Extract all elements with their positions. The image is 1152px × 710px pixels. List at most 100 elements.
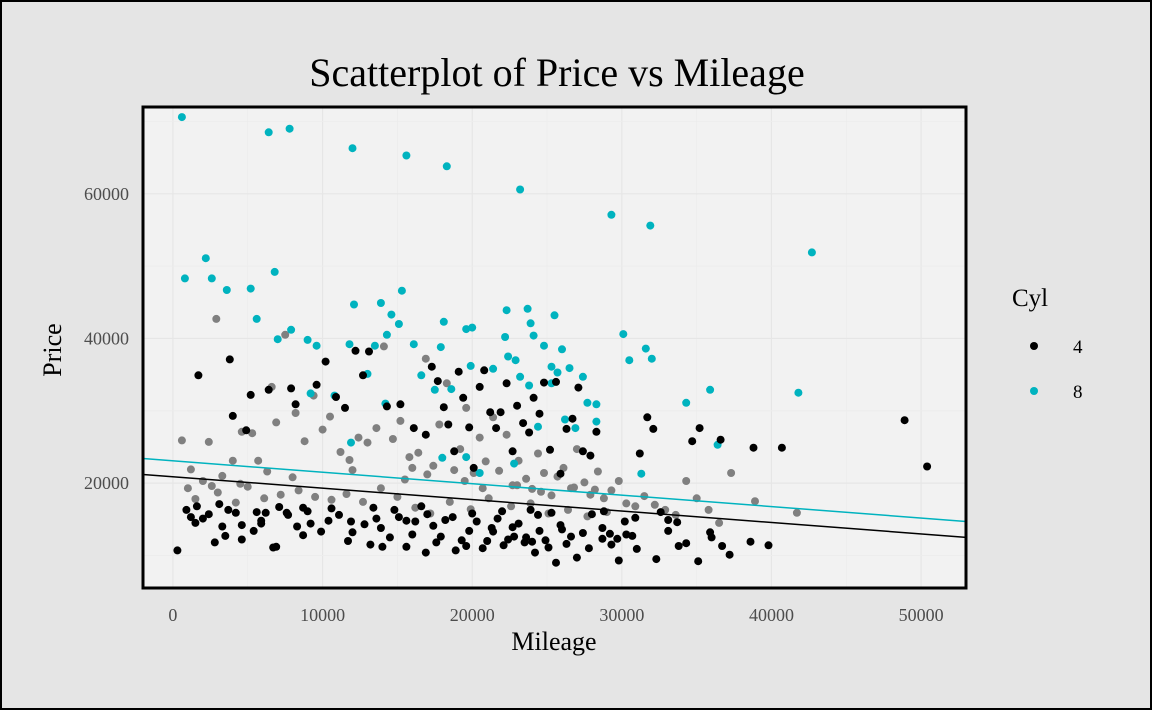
data-point bbox=[498, 507, 507, 516]
legend-label-8: 8 bbox=[1073, 382, 1083, 403]
data-point bbox=[204, 437, 213, 446]
data-point bbox=[513, 481, 522, 490]
data-point bbox=[525, 381, 534, 390]
data-point bbox=[408, 530, 417, 539]
data-point bbox=[409, 340, 418, 349]
data-point bbox=[351, 346, 360, 355]
data-point bbox=[707, 533, 716, 542]
data-point bbox=[376, 524, 385, 532]
data-point bbox=[248, 429, 257, 438]
data-point bbox=[414, 448, 423, 457]
data-point bbox=[198, 514, 207, 523]
y-axis-title: Price bbox=[38, 323, 67, 376]
data-point bbox=[547, 491, 556, 500]
data-point bbox=[572, 553, 581, 562]
data-point bbox=[210, 538, 219, 547]
data-point bbox=[396, 416, 405, 425]
data-point bbox=[593, 467, 602, 476]
data-point bbox=[287, 384, 296, 393]
data-point bbox=[246, 284, 255, 293]
data-point bbox=[547, 362, 556, 371]
data-point bbox=[483, 537, 492, 545]
data-point bbox=[273, 335, 282, 344]
data-point bbox=[347, 517, 355, 526]
data-point bbox=[468, 323, 477, 332]
data-point bbox=[445, 497, 454, 506]
data-point bbox=[201, 254, 210, 263]
data-point bbox=[777, 443, 786, 452]
data-point bbox=[237, 535, 246, 544]
data-point bbox=[359, 497, 367, 506]
data-point bbox=[387, 310, 396, 319]
data-point bbox=[303, 507, 312, 516]
data-point bbox=[673, 518, 682, 527]
data-point bbox=[586, 451, 595, 460]
data-point bbox=[402, 542, 411, 551]
data-point bbox=[382, 330, 391, 339]
data-point bbox=[459, 393, 468, 402]
data-point bbox=[640, 492, 649, 501]
data-point bbox=[394, 513, 403, 522]
data-point bbox=[269, 543, 278, 552]
data-point bbox=[900, 416, 909, 425]
data-point bbox=[421, 430, 430, 439]
data-point bbox=[592, 400, 601, 409]
data-point bbox=[291, 400, 300, 409]
data-point bbox=[625, 356, 634, 365]
data-point bbox=[191, 518, 200, 527]
data-point bbox=[643, 413, 652, 422]
data-point bbox=[535, 409, 544, 418]
data-point bbox=[535, 526, 544, 535]
data-point bbox=[526, 505, 535, 514]
data-point bbox=[465, 423, 474, 432]
data-point bbox=[177, 113, 186, 122]
data-point bbox=[570, 483, 578, 492]
data-point bbox=[228, 411, 237, 420]
data-point bbox=[462, 453, 471, 462]
data-point bbox=[475, 469, 484, 477]
data-point bbox=[249, 526, 258, 535]
data-point bbox=[263, 467, 272, 476]
x-tick-label: 30000 bbox=[599, 605, 644, 625]
data-point bbox=[504, 535, 513, 544]
data-point bbox=[508, 447, 517, 456]
data-point bbox=[511, 356, 520, 365]
data-point bbox=[534, 449, 542, 458]
data-point bbox=[285, 124, 294, 133]
data-point bbox=[519, 419, 528, 428]
data-point bbox=[439, 403, 448, 412]
data-point bbox=[462, 325, 471, 334]
data-point bbox=[180, 274, 189, 283]
data-points bbox=[173, 113, 932, 567]
data-point bbox=[481, 457, 490, 466]
data-point bbox=[409, 424, 418, 433]
data-point bbox=[508, 523, 517, 532]
data-point bbox=[599, 507, 608, 516]
data-point bbox=[475, 433, 484, 442]
data-point bbox=[454, 367, 463, 376]
data-point bbox=[592, 427, 601, 436]
data-point bbox=[348, 528, 357, 537]
data-point bbox=[462, 542, 471, 550]
data-point bbox=[393, 492, 402, 501]
data-point bbox=[376, 484, 385, 493]
data-point bbox=[429, 521, 438, 530]
data-point bbox=[312, 341, 321, 350]
data-point bbox=[718, 542, 727, 550]
data-point bbox=[695, 424, 704, 433]
data-point bbox=[562, 424, 571, 433]
data-point bbox=[376, 299, 385, 307]
data-point bbox=[496, 408, 505, 417]
data-point bbox=[682, 539, 691, 548]
data-point bbox=[430, 385, 439, 394]
data-point bbox=[224, 505, 233, 514]
data-point bbox=[222, 286, 231, 294]
data-point bbox=[502, 430, 511, 439]
data-point bbox=[489, 364, 498, 373]
data-point bbox=[478, 544, 487, 553]
data-point bbox=[342, 490, 351, 498]
data-point bbox=[571, 424, 580, 433]
data-point bbox=[647, 354, 656, 363]
data-point bbox=[427, 362, 436, 371]
